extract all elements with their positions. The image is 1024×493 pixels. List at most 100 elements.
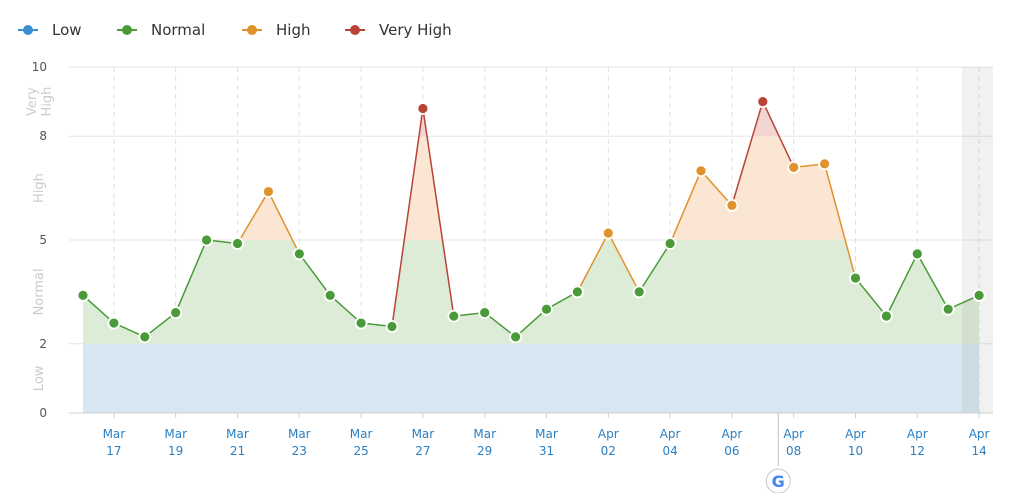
x-tick-day: 31 — [539, 444, 554, 458]
data-point — [447, 309, 461, 323]
x-tick-day: 23 — [292, 444, 307, 458]
data-point — [540, 302, 553, 316]
annotation-badge — [765, 468, 791, 493]
y-tick-label: 10 — [32, 60, 47, 74]
line-segment — [638, 243, 671, 293]
x-tick-day: 14 — [971, 444, 986, 458]
x-tick-month: Mar — [535, 427, 558, 441]
x-tick-month: Apr — [598, 427, 619, 441]
line-segment — [885, 253, 918, 317]
legend-label: Low — [52, 21, 82, 39]
band-label: VeryHigh — [25, 87, 55, 117]
x-tick-month: Apr — [845, 427, 866, 441]
data-point — [663, 237, 677, 250]
legend: Low Normal High Very High — [18, 21, 452, 39]
x-tick-month: Apr — [660, 427, 681, 441]
x-tick-day: 21 — [230, 444, 245, 458]
data-point — [169, 306, 183, 320]
legend-marker — [247, 25, 257, 35]
y-tick-label: 0 — [39, 406, 47, 420]
line-segment — [82, 294, 115, 324]
line-segment — [731, 101, 764, 206]
line-segment — [298, 253, 331, 296]
band-fill-very-high — [83, 101, 980, 137]
x-tick-month: Mar — [350, 427, 373, 441]
y-tick-label: 5 — [39, 233, 47, 247]
line-segment — [329, 294, 362, 324]
data-point — [385, 320, 399, 333]
data-point — [910, 247, 924, 261]
data-point — [571, 285, 584, 299]
line-segment — [267, 191, 300, 255]
line-segment — [144, 312, 177, 338]
google-icon: G — [765, 468, 791, 493]
line-segment — [823, 163, 857, 279]
data-point — [76, 288, 90, 302]
legend-item: Normal — [117, 21, 205, 39]
y-tick-label: 2 — [39, 337, 47, 351]
data-point — [941, 302, 955, 316]
line-segment — [391, 108, 424, 327]
band-low-fill — [83, 343, 980, 413]
data-point — [509, 330, 522, 344]
data-point — [601, 226, 615, 240]
legend-label: Normal — [151, 21, 205, 39]
x-tick-month: Mar — [226, 427, 249, 441]
google-glyph: G — [772, 472, 785, 491]
x-tick-month: Mar — [164, 427, 187, 441]
x-tick-month: Apr — [783, 427, 804, 441]
band-label: Normal — [32, 268, 47, 315]
data-point — [787, 160, 801, 174]
line-segment — [484, 312, 517, 338]
data-point — [632, 285, 646, 299]
data-point — [231, 237, 244, 250]
data-point — [972, 288, 986, 302]
x-tick-month: Mar — [288, 427, 311, 441]
legend-marker — [122, 25, 132, 35]
band-fill-normal — [83, 240, 980, 344]
data-point — [138, 330, 152, 344]
band-label-line: High — [40, 87, 55, 117]
x-tick-day: 25 — [353, 444, 368, 458]
x-tick-month: Mar — [473, 427, 496, 441]
data-point — [725, 198, 739, 212]
data-point — [416, 102, 430, 115]
legend-label: High — [276, 21, 310, 39]
x-tick-day: 06 — [724, 444, 739, 458]
x-tick-day: 17 — [106, 444, 121, 458]
x-tick-month: Apr — [969, 427, 990, 441]
line-segment — [422, 108, 455, 317]
x-tick-day: 08 — [786, 444, 801, 458]
x-tick-day: 10 — [848, 444, 863, 458]
data-point — [200, 233, 214, 247]
line-segment — [762, 101, 795, 168]
x-tick-day: 27 — [415, 444, 430, 458]
data-point — [849, 271, 862, 285]
data-point — [261, 185, 275, 198]
legend-item: Low — [18, 21, 82, 39]
x-tick-day: 29 — [477, 444, 492, 458]
x-tick-day: 19 — [168, 444, 183, 458]
line-segment — [515, 308, 548, 338]
band-fill-high — [83, 136, 980, 240]
line-segment — [916, 253, 949, 310]
data-point — [107, 316, 121, 330]
legend-item: High — [242, 21, 310, 39]
data-point — [756, 95, 770, 108]
line-segment — [607, 232, 640, 293]
data-point — [354, 316, 368, 330]
band-label: Low — [32, 365, 47, 391]
line-segment — [236, 191, 270, 244]
x-tick-month: Mar — [103, 427, 126, 441]
legend-label: Very High — [379, 21, 452, 39]
data-point — [880, 309, 893, 323]
line-segment — [175, 239, 208, 313]
line-segment — [576, 232, 609, 293]
legend-marker — [350, 25, 360, 35]
legend-item: Very High — [345, 21, 452, 39]
band-label: High — [32, 173, 47, 203]
area-fill — [83, 101, 980, 344]
data-point — [818, 157, 831, 171]
